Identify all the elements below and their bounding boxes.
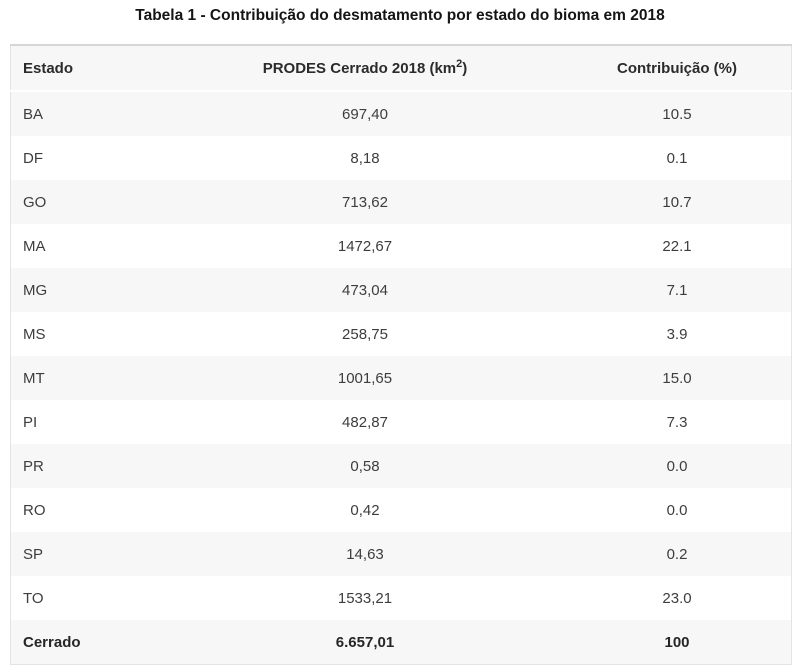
table-row: RO 0,42 0.0 [10,488,792,532]
table-row: GO 713,62 10.7 [10,180,792,224]
contribuicao-cell: 3.9 [563,312,792,356]
contribuicao-cell: 10.7 [563,180,792,224]
contribuicao-cell: 0.2 [563,532,792,576]
table-row: MG 473,04 7.1 [10,268,792,312]
column-header-prodes-suffix: ) [462,59,468,77]
prodes-cell: 473,04 [167,268,563,312]
table-caption: Tabela 1 - Contribuição do desmatamento … [135,7,665,24]
estado-cell: PR [10,444,167,488]
estado-cell: PI [10,400,167,444]
header-row: Estado PRODES Cerrado 2018 (km2) Contrib… [10,45,792,92]
contribuicao-cell: 0.1 [563,136,792,180]
table-row: PI 482,87 7.3 [10,400,792,444]
estado-cell: GO [10,180,167,224]
estado-cell: MS [10,312,167,356]
prodes-cell: 697,40 [167,91,563,136]
prodes-cell: 0,42 [167,488,563,532]
estado-cell: BA [10,91,167,136]
contribuicao-cell: 23.0 [563,576,792,620]
prodes-cell: 482,87 [167,400,563,444]
contribuicao-cell: 22.1 [563,224,792,268]
estado-cell: MG [10,268,167,312]
contribuicao-cell: 7.1 [563,268,792,312]
column-header-contribuicao: Contribuição (%) [563,45,792,92]
table-body: BA 697,40 10.5 DF 8,18 0.1 GO 713,62 10.… [10,91,792,665]
estado-cell: DF [10,136,167,180]
contribuicao-total-cell: 100 [563,620,792,665]
estado-cell: SP [10,532,167,576]
table-row: DF 8,18 0.1 [10,136,792,180]
contribuicao-cell: 0.0 [563,444,792,488]
estado-cell: TO [10,576,167,620]
column-header-prodes-text: PRODES Cerrado 2018 (km [262,59,457,77]
column-header-prodes: PRODES Cerrado 2018 (km2) [167,45,563,92]
estado-cell: MT [10,356,167,400]
prodes-cell: 14,63 [167,532,563,576]
estado-cell: RO [10,488,167,532]
prodes-cell: 258,75 [167,312,563,356]
contribuicao-cell: 15.0 [563,356,792,400]
estado-total-cell: Cerrado [10,620,167,665]
prodes-cell: 1533,21 [167,576,563,620]
table-row: MS 258,75 3.9 [10,312,792,356]
table-row: PR 0,58 0.0 [10,444,792,488]
column-header-estado: Estado [10,45,167,92]
table-row: TO 1533,21 23.0 [10,576,792,620]
contribuicao-cell: 10.5 [563,91,792,136]
prodes-cell: 0,58 [167,444,563,488]
total-row: Cerrado 6.657,01 100 [10,620,792,665]
table-row: MT 1001,65 15.0 [10,356,792,400]
column-header-prodes-superscript: 2 [456,57,463,70]
data-table: Estado PRODES Cerrado 2018 (km2) Contrib… [10,44,792,665]
estado-cell: MA [10,224,167,268]
table-row: SP 14,63 0.2 [10,532,792,576]
prodes-cell: 8,18 [167,136,563,180]
prodes-cell: 1001,65 [167,356,563,400]
table-row: MA 1472,67 22.1 [10,224,792,268]
prodes-total-cell: 6.657,01 [167,620,563,665]
prodes-cell: 1472,67 [167,224,563,268]
prodes-cell: 713,62 [167,180,563,224]
table-row: BA 697,40 10.5 [10,91,792,136]
table-header: Estado PRODES Cerrado 2018 (km2) Contrib… [10,45,792,92]
contribuicao-cell: 0.0 [563,488,792,532]
contribuicao-cell: 7.3 [563,400,792,444]
